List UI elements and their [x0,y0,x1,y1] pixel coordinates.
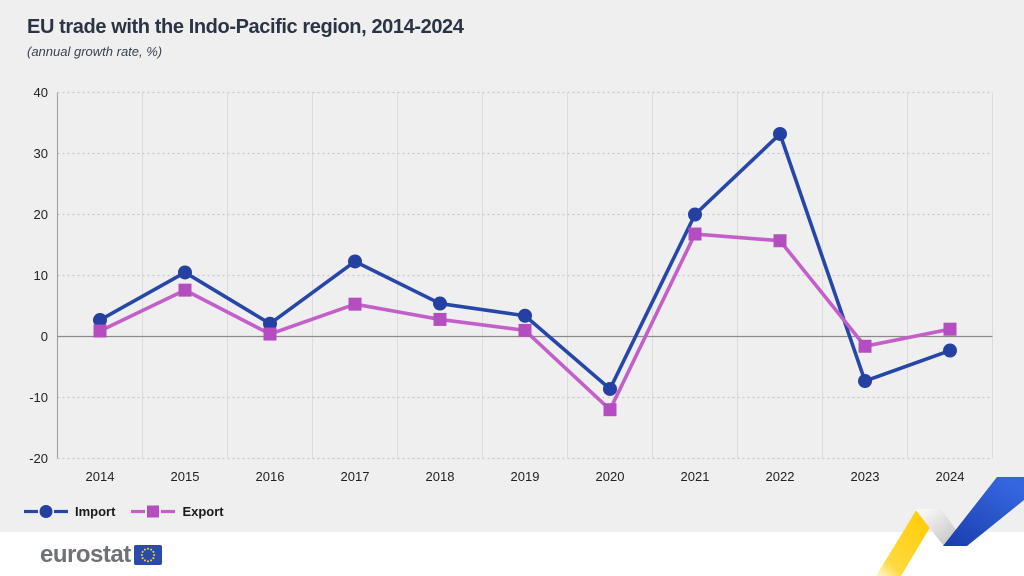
export-point-2017 [348,297,362,311]
y-axis-tick-label: 0 [41,329,48,344]
import-point-2019 [518,308,532,323]
import-point-2020 [603,381,617,396]
ribbon-yellow-band [876,509,941,576]
x-axis-tick-label: 2015 [171,469,200,484]
legend-item-export: Export [131,504,224,519]
page-subtitle: (annual growth rate, %) [27,44,163,59]
eu-flag-star [143,548,146,551]
eu-flag-star [152,554,155,556]
eu-flag-star [140,554,143,556]
legend-label-import: Import [75,504,116,519]
export-point-2015 [178,283,192,297]
eu-flag-star [146,560,149,563]
import-point-2021 [688,207,702,222]
eu-flag-star [152,550,155,553]
chart-legend: Import Export [24,504,224,519]
eu-flag-star [141,557,144,560]
eu-flag-icon [133,545,162,565]
x-axis-tick-label: 2024 [936,469,965,484]
import-point-2016 [263,316,277,331]
eurostat-logo: eurostat [40,543,162,567]
import-point-2018 [433,296,447,311]
ribbon-graphic [876,477,1024,576]
legend-item-import: Import [24,504,115,519]
eu-flag-star [143,559,146,562]
export-point-2016 [263,327,277,341]
x-axis-tick-label: 2021 [681,469,710,484]
x-axis-tick-label: 2023 [851,469,880,484]
y-axis-tick-label: -10 [29,390,48,405]
footer-strip [0,532,1024,576]
export-point-2018 [433,312,447,326]
export-point-2019 [518,323,532,337]
x-axis-tick-label: 2017 [341,469,370,484]
y-axis-tick-label: 40 [34,85,48,100]
y-axis-tick-label: 10 [34,268,48,283]
export-point-2021 [688,227,702,241]
import-point-2015 [178,265,192,280]
export-point-2024 [943,322,957,336]
x-axis-tick-label: 2019 [511,469,540,484]
export-point-2023 [858,339,872,353]
page-title: EU trade with the Indo-Pacific region, 2… [27,16,464,38]
eu-flag-star [146,547,149,550]
import-point-2017 [348,254,362,269]
import-point-2024 [943,343,957,358]
y-axis-tick-label: 30 [34,146,48,161]
import-point-2022 [773,126,787,141]
y-axis-tick-label: -20 [29,451,48,466]
import-point-2014 [93,313,107,328]
eurostat-logo-text: eurostat [40,541,131,568]
x-axis-tick-label: 2016 [256,469,285,484]
export-point-2022 [773,234,787,248]
eu-flag-star [152,557,155,560]
import-point-2023 [858,374,872,389]
x-axis-tick-label: 2022 [766,469,795,484]
ribbon-blue-band [943,477,1024,546]
export-line-marker-icon [131,505,176,518]
eu-flag-star [149,559,152,562]
y-axis-tick-label: 20 [34,207,48,222]
eu-flag-star [141,550,144,553]
eu-flag-stars [140,547,155,563]
eu-flag-star [149,548,152,551]
x-axis-tick-label: 2020 [596,469,625,484]
x-axis-tick-label: 2018 [426,469,455,484]
export-point-2014 [93,324,107,338]
legend-label-export: Export [182,504,224,519]
import-line-marker-icon [24,505,68,518]
x-axis-tick-label: 2014 [86,469,115,484]
export-point-2020 [603,403,617,417]
